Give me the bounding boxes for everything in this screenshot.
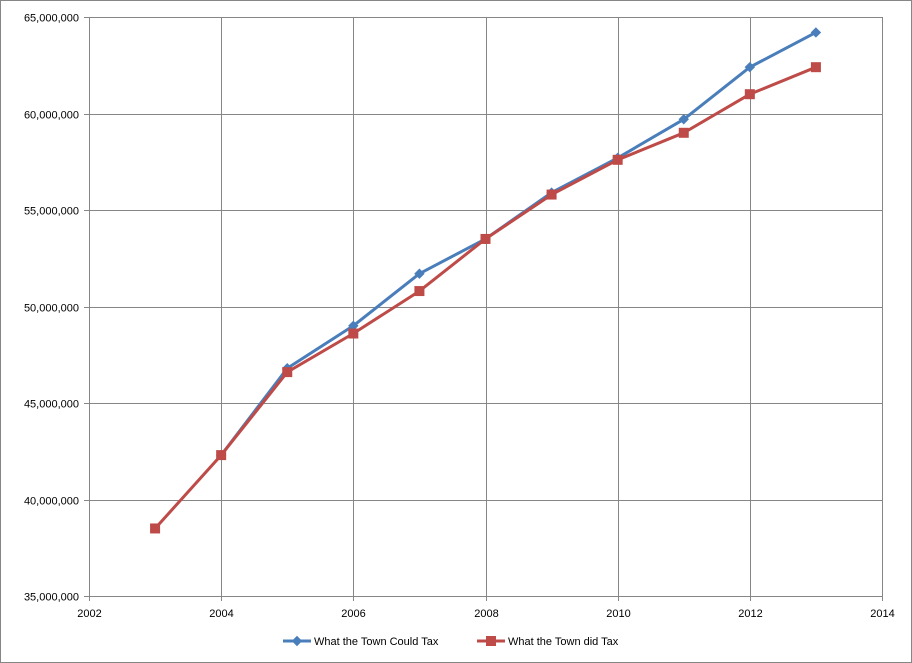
- y-tick-label: 50,000,000: [24, 303, 79, 315]
- x-tick-label: 2006: [341, 608, 365, 620]
- series-1-point: [810, 27, 822, 38]
- series-2-point: [810, 62, 821, 73]
- x-tick-label: 2012: [738, 608, 762, 620]
- series-2-point: [414, 286, 425, 297]
- x-tick-label: 2008: [474, 608, 498, 620]
- y-tick-label: 60,000,000: [24, 110, 79, 122]
- series-2-point: [150, 523, 161, 534]
- x-tick-label: 2014: [870, 608, 894, 620]
- series-2-point: [480, 233, 491, 244]
- y-tick-label: 55,000,000: [24, 206, 79, 218]
- series-2-point: [612, 154, 623, 165]
- series-2-point: [348, 328, 359, 339]
- series-1-point: [414, 268, 425, 279]
- series-1-point: [678, 114, 689, 125]
- y-tick-label: 45,000,000: [24, 399, 79, 411]
- series-1-point: [744, 61, 756, 73]
- legend-label-1: What the Town Could Tax: [314, 636, 439, 648]
- legend-marker-2: [486, 636, 496, 646]
- x-tick-label: 2004: [209, 608, 233, 620]
- series-2-point: [282, 367, 293, 378]
- series-2-point: [678, 127, 689, 138]
- x-tick-label: 2002: [77, 608, 101, 620]
- y-tick-label: 40,000,000: [24, 496, 79, 508]
- plot-area: [89, 17, 882, 596]
- series-2-point: [744, 89, 755, 100]
- y-tick-label: 65,000,000: [24, 13, 79, 25]
- x-tick-label: 2010: [606, 608, 630, 620]
- legend-marker-1: [291, 635, 303, 647]
- series-2-point: [546, 189, 557, 200]
- series-2-point: [216, 450, 227, 461]
- legend-label-2: What the Town did Tax: [508, 636, 619, 648]
- y-tick-label: 35,000,000: [24, 592, 79, 604]
